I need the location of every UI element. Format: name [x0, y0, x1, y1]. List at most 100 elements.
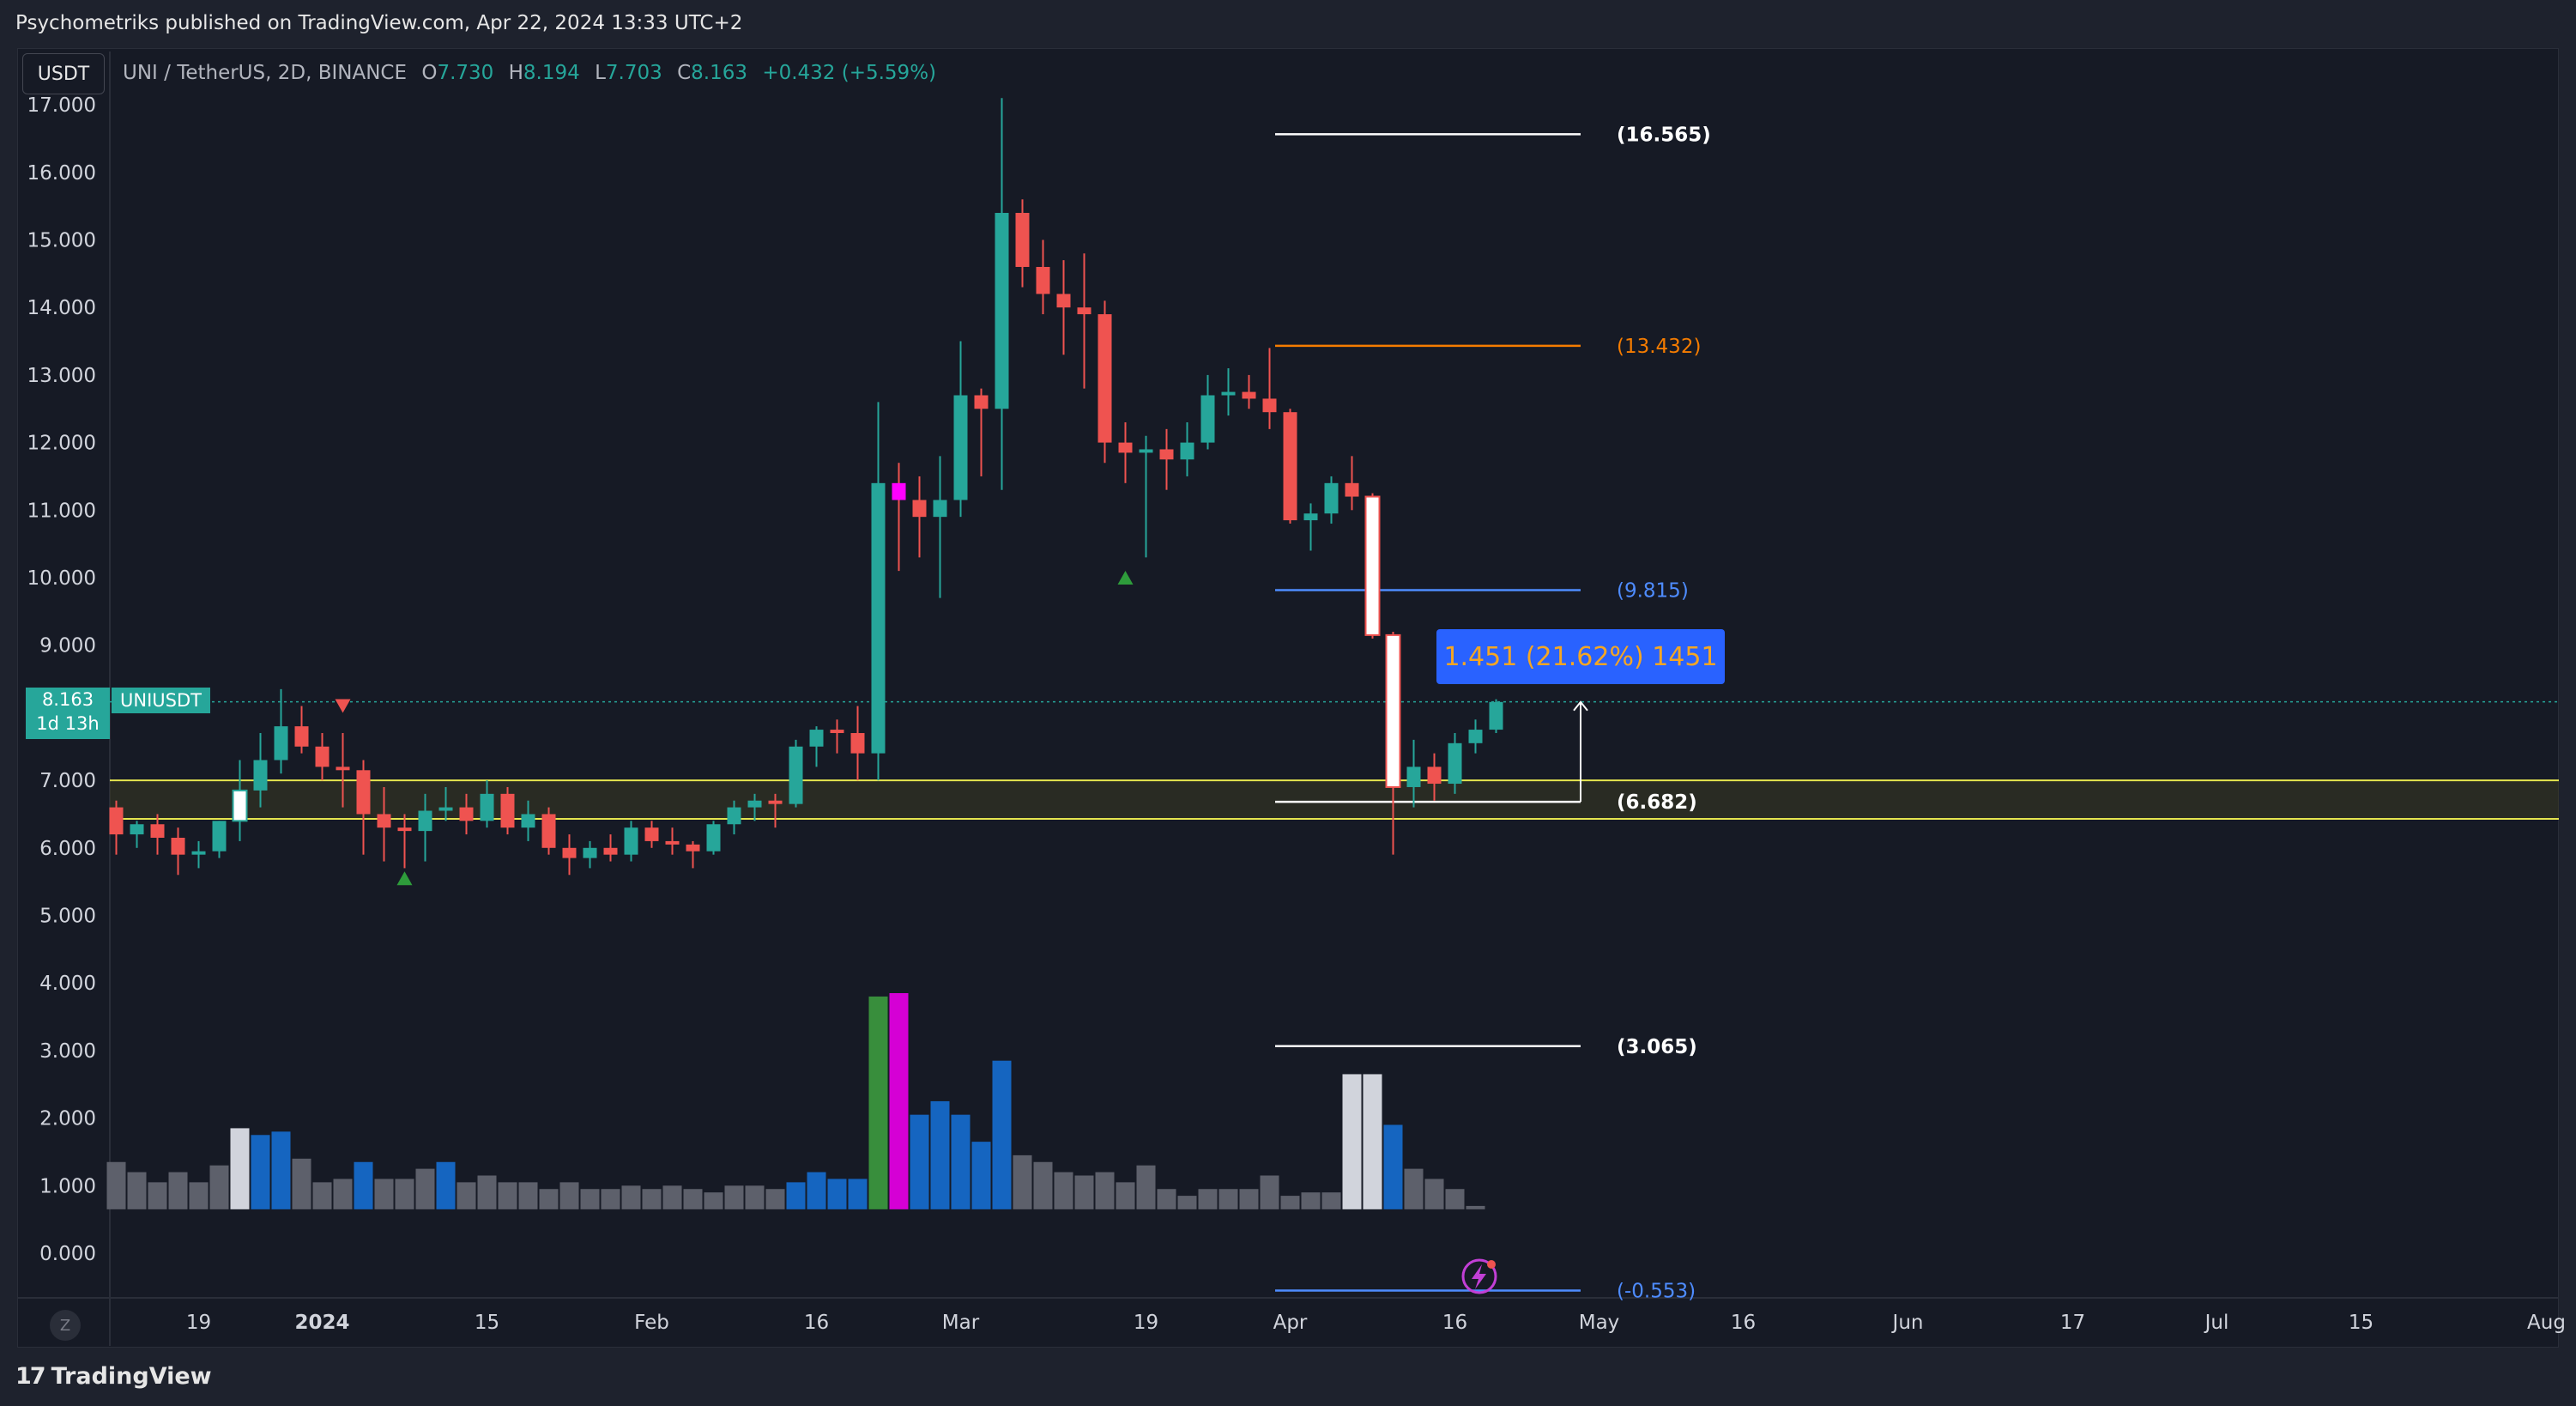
x-tick-label: 16 [1442, 1312, 1467, 1334]
lightning-icon[interactable] [1461, 1258, 1497, 1294]
candle-body [1427, 767, 1442, 785]
candle-body [397, 827, 412, 832]
brand-name: TradingView [51, 1363, 212, 1390]
x-tick-label: 19 [1134, 1312, 1158, 1334]
candle-body [480, 793, 494, 821]
volume-bar [251, 1135, 270, 1209]
volume-bar [271, 1131, 291, 1209]
volume-bar [642, 1189, 662, 1209]
candle-body [1324, 482, 1339, 514]
y-tick-label: 1.000 [39, 1175, 96, 1197]
candle-body [1242, 391, 1256, 399]
top-bar: Psychometriks published on TradingView.c… [0, 0, 2576, 48]
candle-body [933, 500, 947, 518]
candle-body [191, 851, 206, 855]
currency-button[interactable]: USDT [22, 53, 105, 94]
candle-body [665, 840, 680, 845]
y-tick-label: 17.000 [27, 94, 96, 117]
candle-body [377, 814, 391, 828]
tradingview-logo[interactable]: 17 TradingView [15, 1363, 212, 1390]
chart-frame[interactable] [17, 48, 2559, 1348]
volume-bar [1424, 1179, 1444, 1209]
volume-bar [786, 1182, 806, 1209]
candle-body [274, 726, 288, 761]
volume-bar [559, 1182, 579, 1209]
tradingview-logo-icon: 17 [15, 1363, 46, 1390]
candle-body [1448, 742, 1462, 785]
y-tick-label: 9.000 [39, 635, 96, 658]
z-button[interactable]: Z [50, 1310, 81, 1341]
candle-body [1098, 314, 1112, 443]
candle-body [171, 837, 185, 855]
volume-bar [1404, 1168, 1424, 1209]
x-tick-label: Aug [2527, 1312, 2566, 1334]
y-tick-label: 10.000 [27, 567, 96, 590]
volume-bar [1116, 1182, 1135, 1209]
candle-body [1200, 395, 1215, 443]
candle-body [1015, 213, 1030, 267]
volume-bar [1466, 1205, 1485, 1209]
fib-level-label: (3.065) [1617, 1036, 1697, 1058]
measure-label[interactable]: 1.451 (21.62%) 1451 [1436, 629, 1725, 684]
y-tick-label: 14.000 [27, 297, 96, 319]
published-text: Psychometriks published on TradingView.c… [15, 12, 743, 34]
volume-bar [518, 1182, 538, 1209]
candle-body [1489, 701, 1503, 730]
y-tick-label: 13.000 [27, 365, 96, 387]
candle-body [212, 821, 227, 851]
candle-body [109, 807, 124, 835]
fib-level-label: (-0.553) [1617, 1281, 1696, 1303]
candle-body [706, 824, 721, 851]
candle-body [1221, 391, 1236, 396]
volume-bar [704, 1192, 723, 1209]
candle-body [644, 827, 659, 841]
volume-bar [848, 1179, 868, 1209]
volume-bar [106, 1161, 126, 1209]
legend: UNI / TetherUS, 2D, BINANCE O7.730 H8.19… [123, 62, 936, 84]
volume-bar [1157, 1189, 1176, 1209]
candle-body [130, 824, 144, 835]
candle-body [1262, 398, 1277, 413]
fib-level-label: (16.565) [1617, 124, 1711, 146]
volume-bar [580, 1189, 600, 1209]
volume-bar [539, 1189, 559, 1209]
volume-bar [189, 1182, 209, 1209]
volume-bar [230, 1128, 250, 1209]
volume-bar [1383, 1124, 1403, 1209]
y-tick-label: 12.000 [27, 433, 96, 455]
volume-bar [1260, 1175, 1279, 1209]
candle-body [789, 746, 803, 804]
candle-body [253, 760, 268, 791]
candle-body [830, 730, 844, 734]
legend-low-label: L [595, 62, 606, 84]
volume-bar [621, 1185, 641, 1209]
candle-body [995, 213, 1009, 409]
x-tick-label: Jun [1891, 1312, 1924, 1334]
volume-bar [807, 1172, 826, 1209]
volume-bar [1136, 1165, 1156, 1209]
volume-bar [436, 1161, 456, 1209]
volume-bar [1033, 1161, 1053, 1209]
y-tick-label: 16.000 [27, 162, 96, 185]
x-tick-label: 16 [804, 1312, 829, 1334]
volume-bar [498, 1182, 517, 1209]
x-tick-label: 15 [2349, 1312, 2373, 1334]
volume-bar [1095, 1172, 1115, 1209]
volume-bar [1177, 1196, 1197, 1209]
candle-body [356, 770, 371, 815]
volume-bar [374, 1179, 394, 1209]
candle-body [315, 746, 330, 767]
fib-level-label: (6.682) [1617, 791, 1697, 814]
candle-body [232, 789, 248, 822]
x-tick-label: 19 [186, 1312, 211, 1334]
candle-body [294, 726, 309, 747]
volume-bar [209, 1165, 229, 1209]
price-tag: 8.163 1d 13h [26, 688, 110, 739]
volume-bar [601, 1189, 620, 1209]
candle-body [1159, 449, 1174, 460]
volume-bar [457, 1182, 476, 1209]
candle-body [747, 800, 762, 808]
candle-body [150, 824, 165, 838]
fib-level-label: (9.815) [1617, 580, 1689, 603]
